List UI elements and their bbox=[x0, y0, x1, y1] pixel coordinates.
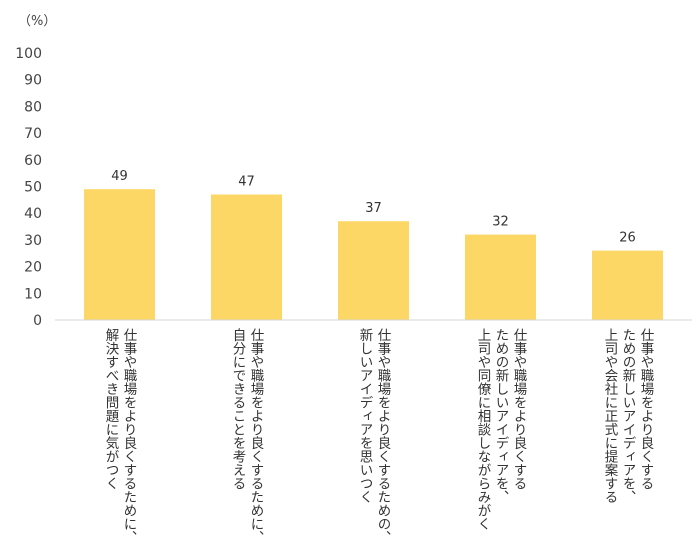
y-tick-label: 20 bbox=[24, 260, 42, 276]
category-label-line: 仕事や職場をより良くする bbox=[511, 328, 528, 490]
bar-value-label: 26 bbox=[619, 231, 636, 246]
bar-value-label: 32 bbox=[492, 215, 509, 230]
y-tick-label: 60 bbox=[24, 153, 42, 169]
y-tick-label: 80 bbox=[24, 99, 42, 115]
bar bbox=[338, 221, 409, 320]
value-labels: 49 47 37 32 26 bbox=[111, 169, 636, 245]
y-axis-ticks: 0 10 20 30 40 50 60 70 80 90 100 bbox=[15, 46, 42, 329]
category-label-line: 仕事や職場をより良くするために、 bbox=[121, 328, 138, 544]
category-label-line: ための新しいアイディアを、 bbox=[493, 328, 510, 504]
bar-value-label: 47 bbox=[238, 175, 255, 190]
category-label-line: 解決すべき問題に気がつく bbox=[103, 328, 120, 490]
y-tick-label: 70 bbox=[24, 126, 42, 142]
y-tick-label: 30 bbox=[24, 233, 42, 249]
category-label-line: 上司や会社に正式に提案する bbox=[602, 328, 619, 504]
y-tick-label: 90 bbox=[24, 73, 42, 89]
category-label-line: 新しいアイディアを思いつく bbox=[357, 328, 374, 504]
category-label-line: 仕事や職場をより良くするために、 bbox=[248, 328, 265, 544]
bar bbox=[84, 189, 155, 320]
y-tick-label: 100 bbox=[15, 46, 42, 62]
bar-value-label: 37 bbox=[365, 201, 382, 216]
y-tick-label: 50 bbox=[24, 180, 42, 196]
bars bbox=[84, 189, 663, 320]
y-tick-label: 40 bbox=[24, 206, 42, 222]
category-label-line: 仕事や職場をより良くするための、 bbox=[375, 328, 392, 544]
category-label-line: 仕事や職場をより良くする bbox=[638, 328, 655, 490]
bar-value-label: 49 bbox=[111, 169, 128, 184]
category-label-line: 上司や同僚に相談しながらみがく bbox=[475, 328, 492, 531]
bar bbox=[211, 194, 282, 320]
y-axis-unit-label: （%） bbox=[18, 14, 56, 29]
category-label-line: ための新しいアイディアを、 bbox=[620, 328, 637, 504]
bar bbox=[592, 250, 663, 320]
bar bbox=[465, 234, 536, 320]
category-labels: 仕事や職場をより良くするために、解決すべき問題に気がつく 仕事や職場をより良くする… bbox=[103, 328, 655, 544]
y-tick-label: 10 bbox=[24, 286, 42, 302]
y-tick-label: 0 bbox=[33, 313, 42, 329]
category-label-line: 自分にできることを考える bbox=[230, 328, 247, 490]
